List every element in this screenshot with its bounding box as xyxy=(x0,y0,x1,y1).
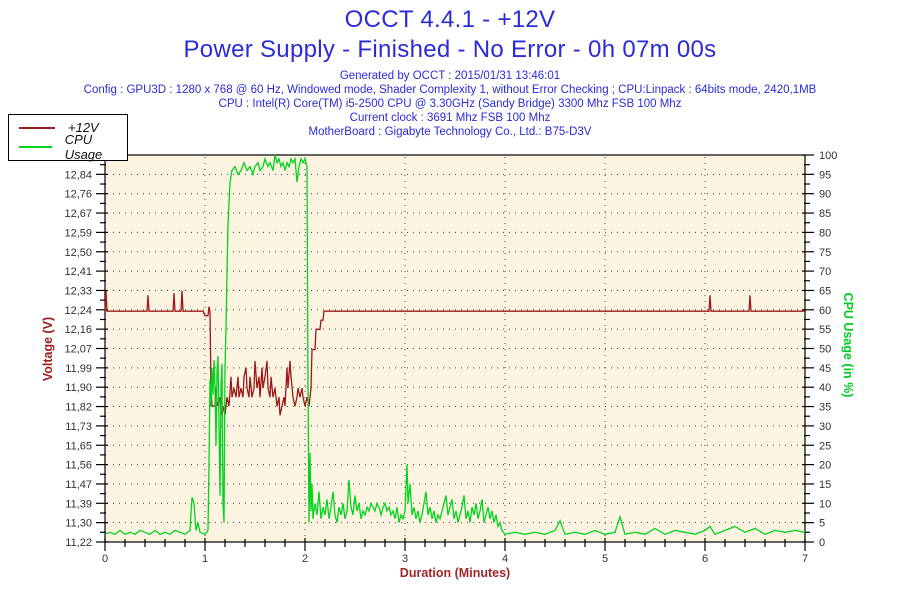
svg-text:12,84: 12,84 xyxy=(64,169,92,181)
legend-label-voltage: +12V xyxy=(68,120,99,135)
svg-text:11,47: 11,47 xyxy=(65,479,92,491)
svg-text:7: 7 xyxy=(802,553,808,565)
svg-text:30: 30 xyxy=(819,421,831,433)
svg-text:3: 3 xyxy=(402,553,408,565)
voltage-line-swatch xyxy=(19,126,55,129)
svg-text:60: 60 xyxy=(819,305,831,317)
svg-text:35: 35 xyxy=(819,402,831,414)
page-title: OCCT 4.4.1 - +12V xyxy=(344,6,556,33)
voltage-line xyxy=(104,290,805,416)
generated-line: Generated by OCCT : 2015/01/31 13:46:01 xyxy=(339,70,561,82)
gridlines xyxy=(107,157,803,540)
svg-text:95: 95 xyxy=(819,169,831,181)
svg-text:70: 70 xyxy=(819,266,831,278)
cpu-axis-title: CPU Usage (in %) xyxy=(841,292,855,398)
svg-text:100: 100 xyxy=(819,150,837,162)
legend-label-cpu-usage: CPU Usage xyxy=(64,131,103,162)
svg-text:80: 80 xyxy=(819,227,831,239)
x-axis-title: Duration (Minutes) xyxy=(399,566,511,580)
page-subtitle: Power Supply - Finished - No Error - 0h … xyxy=(183,36,717,63)
legend-item-voltage: +12V xyxy=(9,118,127,137)
svg-text:40: 40 xyxy=(819,382,831,394)
svg-text:11,82: 11,82 xyxy=(65,402,92,414)
svg-text:5: 5 xyxy=(819,518,825,530)
svg-text:0: 0 xyxy=(819,537,825,549)
motherboard-line: MotherBoard : Gigabyte Technology Co., L… xyxy=(308,126,592,138)
svg-text:25: 25 xyxy=(819,440,831,452)
svg-text:12,41: 12,41 xyxy=(64,266,92,278)
svg-text:11,30: 11,30 xyxy=(65,518,92,530)
svg-text:12,76: 12,76 xyxy=(64,189,92,201)
axis-ticks xyxy=(96,154,814,551)
svg-text:11,56: 11,56 xyxy=(65,460,92,472)
svg-text:10: 10 xyxy=(819,498,831,510)
chart-legend: +12V CPU Usage xyxy=(8,114,128,162)
svg-text:65: 65 xyxy=(819,285,831,297)
svg-text:6: 6 xyxy=(702,553,708,565)
svg-text:75: 75 xyxy=(819,247,831,259)
svg-text:55: 55 xyxy=(819,324,831,336)
svg-text:2: 2 xyxy=(302,553,308,565)
svg-text:12,24: 12,24 xyxy=(64,305,92,317)
svg-text:0: 0 xyxy=(102,553,108,565)
svg-text:15: 15 xyxy=(819,479,831,491)
svg-text:11,90: 11,90 xyxy=(65,382,92,394)
svg-text:11,65: 11,65 xyxy=(65,440,92,452)
svg-text:1: 1 xyxy=(202,553,208,565)
svg-text:12,50: 12,50 xyxy=(64,247,92,259)
svg-text:11,73: 11,73 xyxy=(65,421,92,433)
tick-labels: 12,9312,8412,7612,6712,5912,5012,4112,33… xyxy=(64,150,837,565)
svg-text:85: 85 xyxy=(819,208,831,220)
svg-text:5: 5 xyxy=(602,553,608,565)
cpu-line: CPU : Intel(R) Core(TM) i5-2500 CPU @ 3.… xyxy=(218,98,682,110)
svg-text:4: 4 xyxy=(502,553,508,565)
legend-item-cpu-usage: CPU Usage xyxy=(9,132,127,162)
svg-text:20: 20 xyxy=(819,460,831,472)
svg-text:50: 50 xyxy=(819,344,831,356)
voltage-axis-title: Voltage (V) xyxy=(41,316,55,382)
svg-text:45: 45 xyxy=(819,363,831,375)
svg-text:12,67: 12,67 xyxy=(64,208,92,220)
cpu-usage-line-swatch xyxy=(19,145,52,148)
report-header: OCCT 4.4.1 - +12V Power Supply - Finishe… xyxy=(0,5,900,139)
svg-text:12,33: 12,33 xyxy=(64,285,92,297)
svg-text:90: 90 xyxy=(819,189,831,201)
svg-text:11,22: 11,22 xyxy=(65,537,92,549)
svg-text:12,59: 12,59 xyxy=(64,227,92,239)
svg-text:11,39: 11,39 xyxy=(65,498,92,510)
current-clock-line: Current clock : 3691 Mhz FSB 100 Mhz xyxy=(349,112,551,124)
cpu-usage-line xyxy=(104,154,806,536)
config-line: Config : GPU3D : 1280 x 768 @ 60 Hz, Win… xyxy=(83,84,817,96)
svg-text:12,07: 12,07 xyxy=(64,344,92,356)
svg-text:11,99: 11,99 xyxy=(65,363,92,375)
svg-text:12,16: 12,16 xyxy=(64,324,92,336)
